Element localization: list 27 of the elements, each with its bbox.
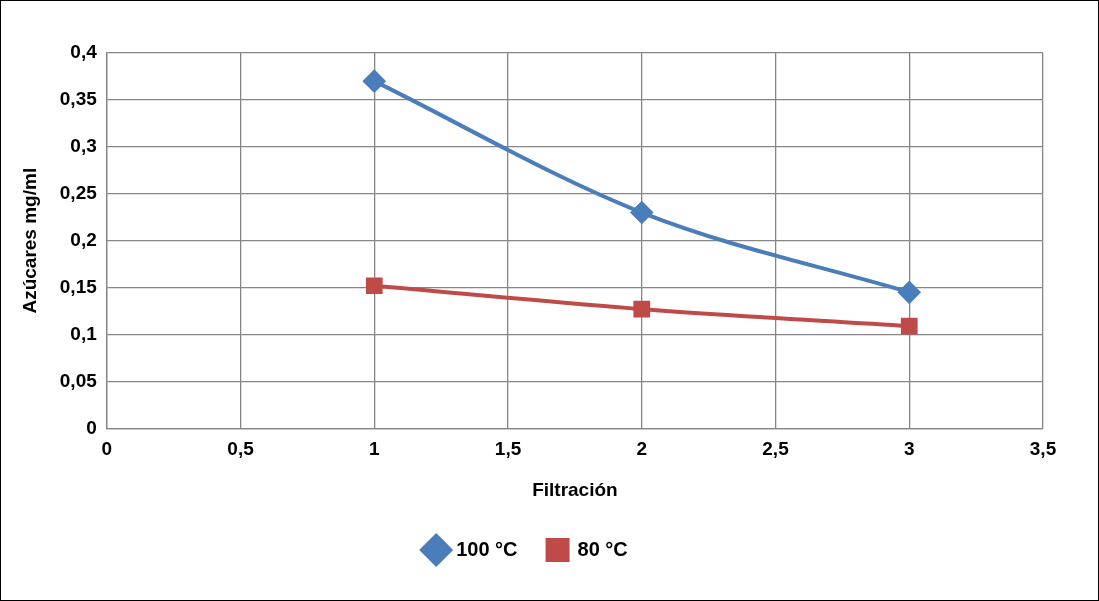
x-tick-label: 2,5 [762, 438, 790, 460]
x-axis-title: Filtración [532, 478, 618, 500]
legend-label: 100 °C [456, 537, 518, 560]
x-tick-label: 1,5 [494, 438, 522, 460]
y-tick-label: 0,35 [59, 88, 98, 110]
y-tick-label: 0,25 [59, 182, 98, 204]
x-tick-label: 0,5 [227, 438, 255, 460]
y-tick-label: 0 [86, 416, 97, 438]
y-tick-label: 0,05 [59, 369, 98, 391]
x-tick-label: 3,5 [1029, 438, 1057, 460]
y-tick-label: 0,15 [59, 275, 98, 297]
point [900, 317, 918, 335]
x-tick-label: 3 [903, 438, 915, 460]
legend-label: 80 °C [577, 537, 628, 560]
point [365, 277, 383, 295]
y-tick-label: 0,1 [70, 322, 98, 344]
point [363, 70, 386, 93]
x-tick-label: 1 [368, 438, 380, 460]
x-tick-label: 0 [101, 438, 113, 460]
point [630, 201, 653, 224]
x-tick-label: 2 [636, 438, 648, 460]
point [898, 281, 921, 304]
y-tick-label: 0,2 [70, 228, 97, 250]
y-tick-label: 0,3 [70, 135, 97, 157]
point [633, 300, 651, 318]
y-tick-label: 0,4 [70, 41, 98, 63]
y-axis-title: Azúcares mg/ml [18, 167, 40, 314]
